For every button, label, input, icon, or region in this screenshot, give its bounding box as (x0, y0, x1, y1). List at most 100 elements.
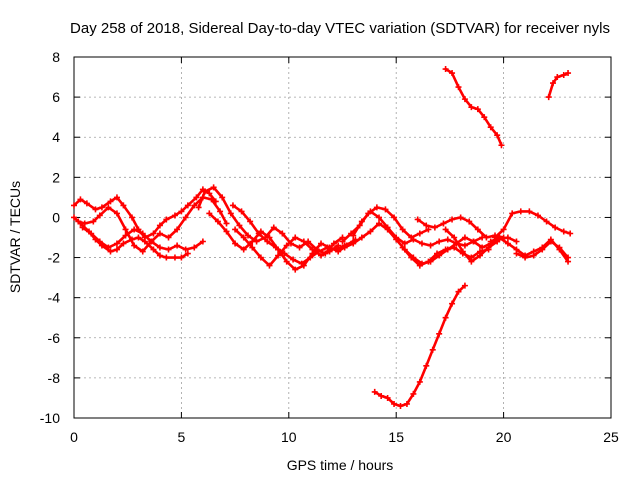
data-point (522, 254, 529, 261)
x-tick-label: 25 (603, 429, 619, 445)
data-point (210, 184, 217, 191)
data-point (485, 244, 492, 251)
data-point (77, 196, 84, 203)
data-point (393, 234, 400, 241)
data-point (401, 240, 408, 247)
data-point (498, 142, 505, 149)
data-point (414, 216, 421, 223)
data-point (474, 106, 481, 113)
data-point (427, 242, 434, 249)
series-track-11 (350, 208, 486, 249)
data-point (139, 248, 146, 255)
data-point (468, 258, 475, 265)
data-point (272, 244, 279, 251)
data-point (92, 206, 99, 213)
data-point (526, 208, 533, 215)
data-point (504, 240, 511, 247)
data-point (376, 214, 383, 221)
data-point (240, 246, 247, 253)
data-point (494, 132, 501, 139)
data-point (449, 300, 456, 307)
data-point (105, 244, 112, 251)
series-line (493, 210, 572, 239)
data-point (296, 244, 303, 251)
data-point (513, 250, 520, 257)
data-point (444, 236, 451, 243)
data-point (384, 224, 391, 231)
data-point (556, 244, 563, 251)
data-point (202, 188, 209, 195)
data-point (300, 238, 307, 245)
data-point (442, 226, 449, 233)
data-point (470, 238, 477, 245)
data-point (455, 84, 462, 91)
data-point (240, 234, 247, 241)
data-point (270, 224, 277, 231)
y-tick-label: -8 (48, 370, 61, 386)
y-tick-label: 2 (52, 169, 60, 185)
data-point (148, 238, 155, 245)
data-point (539, 246, 546, 253)
data-point (219, 194, 226, 201)
data-point (107, 198, 114, 205)
data-point (376, 220, 383, 227)
data-point (318, 252, 325, 259)
data-point (96, 238, 103, 245)
data-point (391, 214, 398, 221)
data-point (442, 246, 449, 253)
data-point (476, 252, 483, 259)
data-point (434, 250, 441, 257)
data-point (120, 240, 127, 247)
data-point (71, 214, 77, 221)
data-point (399, 244, 406, 251)
data-point (565, 254, 572, 261)
data-point (184, 250, 191, 257)
data-point (150, 230, 157, 237)
data-point (552, 224, 559, 231)
y-tick-label: 6 (52, 89, 60, 105)
data-point (350, 240, 357, 247)
data-point (290, 256, 297, 263)
data-point (479, 244, 486, 251)
data-point (156, 230, 163, 237)
data-point (483, 234, 490, 241)
data-point (113, 194, 120, 201)
data-point (283, 242, 290, 249)
data-point (184, 202, 191, 209)
data-point (408, 254, 415, 261)
y-tick-label: -6 (48, 330, 61, 346)
data-point (468, 104, 475, 111)
data-point (178, 254, 185, 261)
data-point (513, 238, 520, 245)
data-point (113, 210, 120, 217)
data-point (500, 226, 507, 233)
data-point (266, 234, 273, 241)
data-point (416, 262, 423, 269)
data-point (195, 204, 202, 211)
data-point (416, 378, 423, 385)
data-point (451, 244, 458, 251)
data-point (107, 248, 114, 255)
data-point (378, 392, 385, 399)
data-point (547, 238, 554, 245)
data-point (358, 234, 365, 241)
data-point (423, 222, 430, 229)
data-point (163, 216, 170, 223)
data-point (182, 246, 189, 253)
data-point (509, 210, 516, 217)
data-point (174, 226, 181, 233)
series-layer (71, 66, 574, 409)
data-point (214, 218, 221, 225)
data-point (279, 230, 286, 237)
x-tick-label: 0 (70, 429, 78, 445)
data-point (545, 94, 552, 101)
data-point (171, 212, 178, 219)
data-point (457, 214, 464, 221)
data-point (165, 234, 172, 241)
data-point (367, 208, 374, 215)
data-point (122, 232, 129, 239)
data-point (217, 208, 224, 215)
x-axis-label: GPS time / hours (287, 457, 394, 473)
data-point (139, 230, 146, 237)
